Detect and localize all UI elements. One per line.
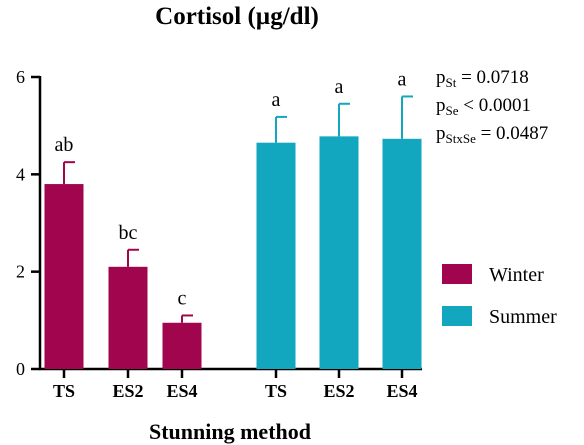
p-value-annotation: pStxSe = 0.0487 xyxy=(436,123,548,146)
bars-layer xyxy=(44,95,422,369)
y-tick-label: 4 xyxy=(16,164,25,184)
x-tick-label: TS xyxy=(53,381,75,401)
x-axis xyxy=(39,367,422,378)
legend-label-winter: Winter xyxy=(489,264,544,286)
bar-winter-es2 xyxy=(108,266,148,369)
significance-letter: bc xyxy=(119,222,138,244)
legend-swatch-winter xyxy=(442,264,472,284)
significance-letter: a xyxy=(398,68,407,90)
significance-letter: a xyxy=(335,76,344,98)
legend-label-summer: Summer xyxy=(489,306,557,328)
bar-summer-es2 xyxy=(319,136,359,369)
significance-letter: ab xyxy=(55,134,74,156)
x-tick-label: ES2 xyxy=(323,381,354,401)
x-tick-label: ES4 xyxy=(166,381,197,401)
x-axis-label: Stunning method xyxy=(149,419,311,444)
significance-letter: c xyxy=(178,287,187,309)
y-tick-label: 6 xyxy=(16,67,25,87)
legend: Winter Summer xyxy=(442,264,557,328)
chart-title: Cortisol (µg/dl) xyxy=(155,3,319,30)
bar-summer-es4 xyxy=(382,138,422,369)
y-tick-label: 0 xyxy=(16,359,25,379)
p-value-annotation: pSe < 0.0001 xyxy=(436,95,531,118)
x-tick-label: ES2 xyxy=(112,381,143,401)
p-value-annotations: pSt = 0.0718 pSe < 0.0001 pStxSe = 0.0487 xyxy=(436,67,548,146)
x-tick-label: ES4 xyxy=(386,381,417,401)
bar-summer-ts xyxy=(256,142,296,369)
y-tick-label: 2 xyxy=(16,262,25,282)
significance-letter: a xyxy=(272,89,281,111)
significance-letters: ab bc c a a a xyxy=(55,68,407,309)
p-value-annotation: pSt = 0.0718 xyxy=(436,67,529,90)
bar-winter-es4 xyxy=(162,322,202,369)
x-tick-label: TS xyxy=(265,381,287,401)
bar-winter-ts xyxy=(44,184,84,369)
x-tick-labels: TS ES2 ES4 TS ES2 ES4 xyxy=(53,381,418,401)
y-axis: 0 2 4 6 xyxy=(16,67,42,379)
legend-swatch-summer xyxy=(442,306,472,326)
